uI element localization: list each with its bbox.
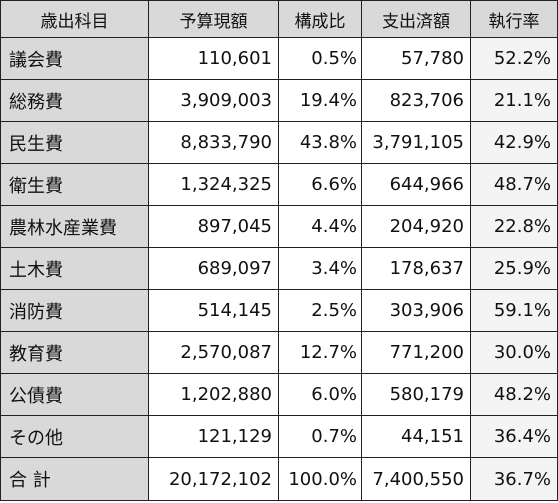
cell-share: 3.4% bbox=[278, 247, 362, 290]
table-row: 公債費 1,202,880 6.0% 580,179 48.2% bbox=[0, 373, 558, 416]
header-spent: 支出済額 bbox=[361, 0, 471, 38]
cell-share: 2.5% bbox=[278, 289, 362, 332]
cell-rate: 48.2% bbox=[470, 373, 558, 416]
cell-rate: 52.2% bbox=[470, 37, 558, 80]
cell-budget: 1,324,325 bbox=[148, 163, 279, 206]
cell-spent: 57,780 bbox=[361, 37, 471, 80]
cell-budget: 121,129 bbox=[148, 415, 279, 458]
cell-spent: 580,179 bbox=[361, 373, 471, 416]
header-rate: 執行率 bbox=[470, 0, 558, 38]
cell-budget: 110,601 bbox=[148, 37, 279, 80]
cell-spent: 7,400,550 bbox=[361, 457, 471, 501]
table-row: 消防費 514,145 2.5% 303,906 59.1% bbox=[0, 289, 558, 332]
cell-item: 衛生費 bbox=[0, 163, 149, 206]
cell-item: その他 bbox=[0, 415, 149, 458]
cell-budget: 8,833,790 bbox=[148, 121, 279, 164]
cell-spent: 3,791,105 bbox=[361, 121, 471, 164]
header-budget: 予算現額 bbox=[148, 0, 279, 38]
cell-share: 0.7% bbox=[278, 415, 362, 458]
table-row: 議会費 110,601 0.5% 57,780 52.2% bbox=[0, 37, 558, 80]
cell-rate: 21.1% bbox=[470, 79, 558, 122]
cell-rate: 25.9% bbox=[470, 247, 558, 290]
cell-item: 教育費 bbox=[0, 331, 149, 374]
table-row: 民生費 8,833,790 43.8% 3,791,105 42.9% bbox=[0, 121, 558, 164]
cell-share: 19.4% bbox=[278, 79, 362, 122]
cell-spent: 44,151 bbox=[361, 415, 471, 458]
cell-rate: 48.7% bbox=[470, 163, 558, 206]
cell-rate: 22.8% bbox=[470, 205, 558, 248]
table-row: 教育費 2,570,087 12.7% 771,200 30.0% bbox=[0, 331, 558, 374]
table-row: 農林水産業費 897,045 4.4% 204,920 22.8% bbox=[0, 205, 558, 248]
header-row: 歳出科目 予算現額 構成比 支出済額 執行率 bbox=[0, 0, 558, 38]
cell-share: 0.5% bbox=[278, 37, 362, 80]
table-row: 衛生費 1,324,325 6.6% 644,966 48.7% bbox=[0, 163, 558, 206]
cell-share: 12.7% bbox=[278, 331, 362, 374]
cell-budget: 514,145 bbox=[148, 289, 279, 332]
cell-budget: 20,172,102 bbox=[148, 457, 279, 501]
cell-item: 総務費 bbox=[0, 79, 149, 122]
cell-rate: 36.4% bbox=[470, 415, 558, 458]
cell-spent: 178,637 bbox=[361, 247, 471, 290]
table-row: 土木費 689,097 3.4% 178,637 25.9% bbox=[0, 247, 558, 290]
cell-budget: 2,570,087 bbox=[148, 331, 279, 374]
cell-item: 公債費 bbox=[0, 373, 149, 416]
cell-spent: 823,706 bbox=[361, 79, 471, 122]
cell-spent: 644,966 bbox=[361, 163, 471, 206]
table-body: 議会費 110,601 0.5% 57,780 52.2% 総務費 3,909,003 19.… bbox=[0, 37, 558, 501]
table-row: その他 121,129 0.7% 44,151 36.4% bbox=[0, 415, 558, 458]
cell-share: 100.0% bbox=[278, 457, 362, 501]
cell-rate: 59.1% bbox=[470, 289, 558, 332]
cell-item: 合 計 bbox=[0, 457, 149, 501]
cell-item: 民生費 bbox=[0, 121, 149, 164]
cell-share: 4.4% bbox=[278, 205, 362, 248]
cell-item: 消防費 bbox=[0, 289, 149, 332]
cell-rate: 36.7% bbox=[470, 457, 558, 501]
cell-item: 議会費 bbox=[0, 37, 149, 80]
cell-rate: 30.0% bbox=[470, 331, 558, 374]
cell-budget: 897,045 bbox=[148, 205, 279, 248]
cell-budget: 689,097 bbox=[148, 247, 279, 290]
header-item: 歳出科目 bbox=[0, 0, 149, 38]
total-row: 合 計 20,172,102 100.0% 7,400,550 36.7% bbox=[0, 457, 558, 501]
cell-share: 6.6% bbox=[278, 163, 362, 206]
cell-spent: 303,906 bbox=[361, 289, 471, 332]
cell-spent: 771,200 bbox=[361, 331, 471, 374]
cell-item: 土木費 bbox=[0, 247, 149, 290]
cell-rate: 42.9% bbox=[470, 121, 558, 164]
cell-budget: 3,909,003 bbox=[148, 79, 279, 122]
cell-spent: 204,920 bbox=[361, 205, 471, 248]
cell-share: 6.0% bbox=[278, 373, 362, 416]
cell-item: 農林水産業費 bbox=[0, 205, 149, 248]
cell-share: 43.8% bbox=[278, 121, 362, 164]
header-share: 構成比 bbox=[278, 0, 362, 38]
table-row: 総務費 3,909,003 19.4% 823,706 21.1% bbox=[0, 79, 558, 122]
cell-budget: 1,202,880 bbox=[148, 373, 279, 416]
